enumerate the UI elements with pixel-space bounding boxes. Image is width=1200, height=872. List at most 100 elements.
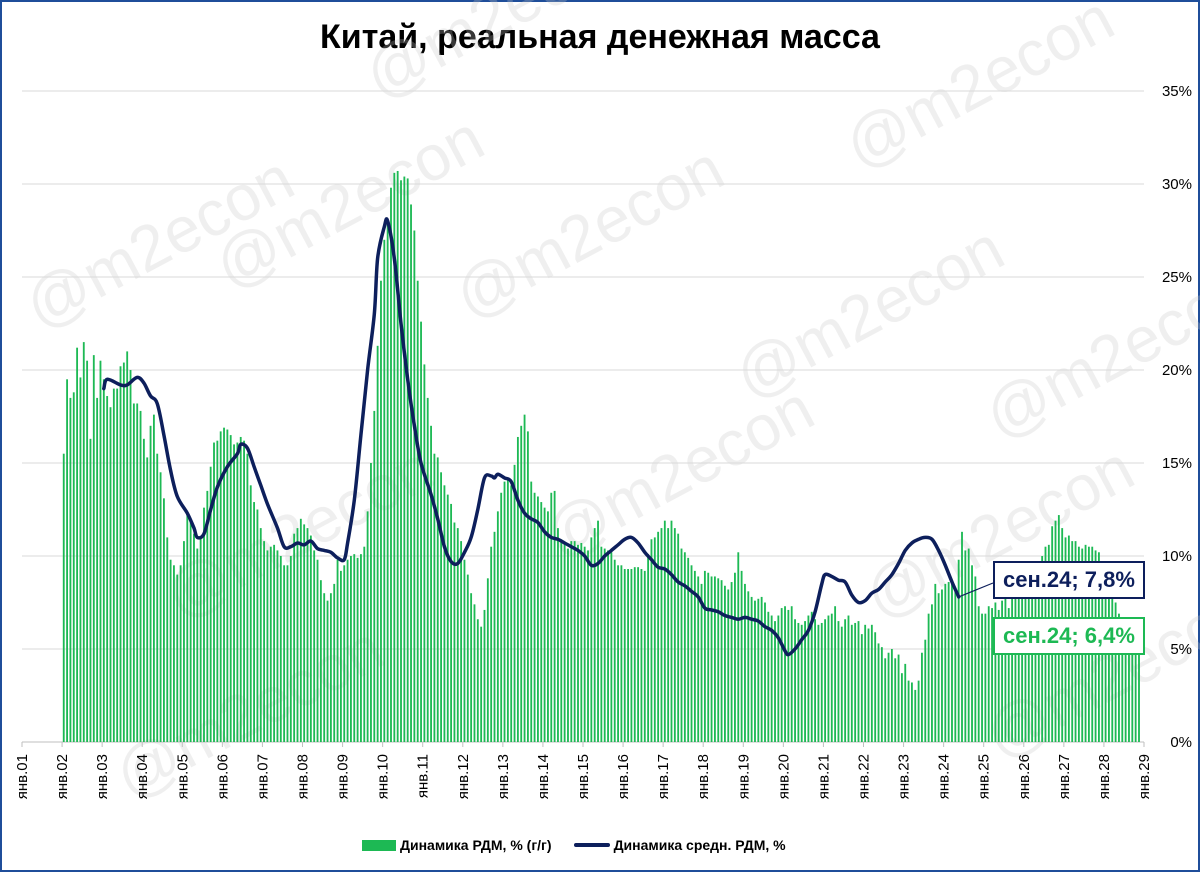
bar bbox=[119, 366, 122, 742]
x-tick-label: янв.07 bbox=[254, 754, 271, 799]
bar bbox=[981, 613, 983, 742]
bar bbox=[663, 520, 666, 742]
bar bbox=[941, 589, 943, 742]
bar bbox=[917, 680, 920, 742]
bar bbox=[620, 565, 623, 742]
bar bbox=[1104, 578, 1107, 742]
bar bbox=[109, 407, 112, 742]
bar bbox=[420, 321, 422, 742]
bar bbox=[179, 565, 182, 742]
bar bbox=[373, 410, 376, 742]
y-tick-label: 5% bbox=[1170, 641, 1192, 658]
bar bbox=[984, 613, 987, 742]
x-tick-label: янв.03 bbox=[94, 754, 111, 799]
bar bbox=[560, 539, 563, 742]
bar bbox=[797, 622, 800, 742]
bar bbox=[339, 570, 342, 742]
bar bbox=[921, 652, 923, 742]
bar bbox=[116, 388, 119, 742]
bar bbox=[850, 624, 853, 742]
bar bbox=[790, 606, 793, 742]
bar bbox=[132, 403, 135, 742]
y-tick-label: 15% bbox=[1162, 455, 1192, 472]
bar bbox=[734, 572, 736, 742]
bar bbox=[173, 565, 175, 742]
bar bbox=[787, 609, 790, 742]
bar bbox=[911, 682, 913, 742]
bar bbox=[707, 572, 710, 742]
bar bbox=[884, 658, 887, 742]
bar bbox=[567, 548, 569, 742]
bar bbox=[1021, 583, 1024, 742]
bar bbox=[563, 542, 566, 742]
bar bbox=[590, 537, 593, 742]
bar bbox=[1128, 632, 1130, 742]
bar bbox=[279, 556, 282, 742]
x-tick-label: янв.06 bbox=[214, 754, 231, 799]
bar bbox=[316, 559, 319, 742]
bar bbox=[360, 554, 362, 742]
x-tick-label: янв.14 bbox=[535, 754, 552, 799]
bar bbox=[66, 379, 68, 742]
bar bbox=[329, 593, 332, 742]
bar bbox=[760, 596, 763, 742]
bar bbox=[1134, 637, 1137, 742]
bar bbox=[62, 453, 65, 742]
bar bbox=[807, 615, 810, 742]
bar bbox=[256, 509, 259, 742]
bar bbox=[1007, 608, 1010, 742]
watermark-text: @m2econ bbox=[353, 0, 645, 112]
bar bbox=[400, 180, 402, 742]
bar bbox=[587, 550, 589, 742]
bar bbox=[887, 652, 890, 742]
bar bbox=[503, 481, 506, 742]
bar bbox=[1131, 634, 1134, 742]
bar bbox=[363, 546, 366, 742]
bar bbox=[774, 621, 776, 742]
bar bbox=[106, 396, 109, 742]
bar bbox=[627, 569, 629, 742]
bar bbox=[450, 503, 453, 742]
x-tick-label: янв.10 bbox=[375, 754, 392, 799]
bar bbox=[156, 453, 159, 742]
bar bbox=[112, 388, 115, 742]
bar bbox=[183, 541, 185, 742]
bar bbox=[744, 583, 746, 742]
legend-bar-swatch bbox=[362, 839, 396, 851]
bar bbox=[533, 492, 536, 742]
bar bbox=[296, 528, 299, 742]
bar bbox=[617, 565, 619, 742]
bar bbox=[987, 606, 990, 742]
bar bbox=[476, 619, 479, 742]
watermark-text: @m2econ bbox=[853, 431, 1145, 632]
bar bbox=[350, 556, 352, 742]
x-tick-label: янв.26 bbox=[1016, 754, 1033, 799]
y-tick-label: 35% bbox=[1162, 83, 1192, 100]
bar bbox=[423, 364, 426, 742]
bar bbox=[770, 615, 773, 742]
bar bbox=[747, 591, 750, 742]
bar bbox=[593, 528, 596, 742]
bar bbox=[687, 557, 690, 742]
bar bbox=[1118, 613, 1120, 742]
bar bbox=[951, 583, 953, 742]
bar bbox=[433, 453, 436, 742]
bar bbox=[333, 583, 336, 742]
bar bbox=[466, 574, 469, 742]
bar-callout: сен.24; 6,4% bbox=[993, 617, 1145, 655]
bar bbox=[152, 414, 155, 742]
bar bbox=[573, 541, 576, 742]
bar bbox=[186, 513, 189, 742]
bar bbox=[393, 172, 396, 743]
bar bbox=[613, 559, 616, 742]
bar bbox=[1011, 578, 1014, 742]
bar bbox=[937, 593, 940, 742]
bar bbox=[924, 639, 927, 742]
bar bbox=[99, 360, 102, 742]
bar bbox=[176, 574, 179, 742]
bar bbox=[390, 187, 392, 743]
bar bbox=[263, 541, 266, 742]
y-tick-label: 20% bbox=[1162, 362, 1192, 379]
bar bbox=[693, 570, 696, 742]
bar bbox=[289, 556, 292, 742]
